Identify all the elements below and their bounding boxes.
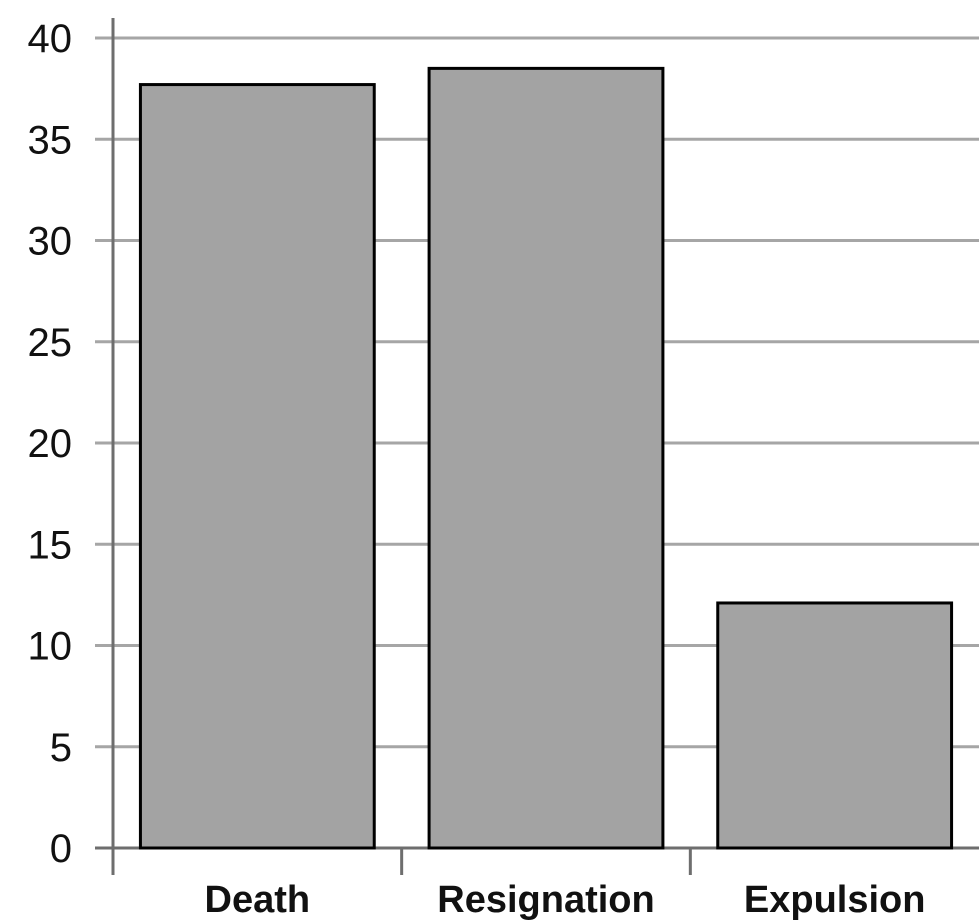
y-tick-label: 30 [28, 220, 73, 264]
y-tick-label: 40 [28, 17, 73, 61]
category-label: Resignation [437, 879, 654, 921]
category-label: Death [205, 879, 311, 921]
y-tick-labels: 0 5 10 15 20 25 30 35 40 [28, 17, 73, 871]
y-tick-label: 10 [28, 625, 73, 669]
y-tick-label: 35 [28, 118, 73, 162]
y-tick-label: 15 [28, 523, 73, 567]
y-tick-label: 20 [28, 422, 73, 466]
bars [138, 66, 954, 850]
y-tick-label: 25 [28, 321, 73, 365]
y-tick-label: 5 [50, 726, 72, 770]
category-label: Expulsion [744, 879, 926, 921]
y-tick-label: 0 [50, 827, 72, 871]
category-labels: Death Resignation Expulsion [205, 879, 926, 921]
bar-death [138, 83, 376, 850]
bar-expulsion [716, 601, 954, 850]
bar-resignation [427, 66, 665, 850]
